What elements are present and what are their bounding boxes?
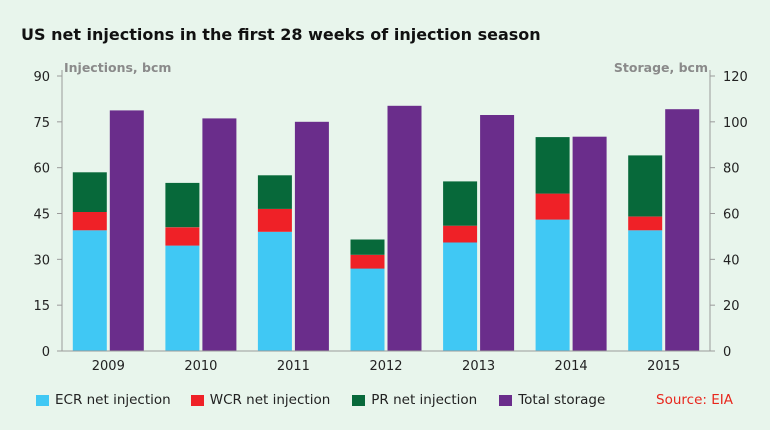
legend-label-ecr: ECR net injection	[55, 392, 171, 408]
bar-total-storage-2012	[387, 105, 422, 351]
bar-wcr-net-injection-2014	[535, 193, 570, 220]
bar-total-storage-2010	[202, 118, 237, 352]
left-tick-label-60: 60	[33, 162, 50, 177]
source-note: Source: EIA	[656, 392, 733, 408]
bar-total-storage-2013	[480, 115, 515, 351]
left-tick-label-75: 75	[33, 116, 50, 131]
bar-ecr-net-injection-2010	[165, 245, 200, 351]
right-tick-label-100: 100	[723, 116, 748, 131]
right-tick-label-20: 20	[723, 299, 740, 314]
right-tick-label-40: 40	[723, 253, 740, 268]
legend-item-pr: PR net injection	[352, 392, 477, 408]
right-tick-label-80: 80	[723, 162, 740, 177]
legend-label-pr: PR net injection	[371, 392, 478, 408]
legend-swatch-pr	[352, 394, 366, 406]
legend-label-total-storage: Total storage	[518, 392, 606, 408]
x-tick-label-2011: 2011	[277, 359, 310, 374]
legend-swatch-ecr	[36, 394, 49, 406]
bar-ecr-net-injection-2012	[350, 268, 385, 351]
legend-swatch-total-storage	[499, 394, 513, 406]
bar-total-storage-2014	[572, 136, 607, 351]
bar-pr-net-injection-2010	[165, 182, 200, 228]
bar-pr-net-injection-2009	[72, 172, 107, 212]
bar-wcr-net-injection-2015	[628, 216, 663, 231]
right-axis-label: Storage, bcm	[613, 60, 708, 75]
x-tick-label-2009: 2009	[92, 359, 125, 374]
legend-item-total-storage: Total storage	[499, 392, 605, 408]
bar-pr-net-injection-2015	[628, 155, 663, 217]
x-tick-label-2013: 2013	[462, 359, 495, 374]
legend-label-wcr: WCR net injection	[209, 392, 331, 408]
x-tick-label-2014: 2014	[555, 359, 588, 374]
bar-ecr-net-injection-2015	[628, 230, 663, 351]
right-tick-label-0: 0	[723, 345, 731, 360]
left-axis-label: Injections, bcm	[64, 60, 172, 75]
left-tick-label-45: 45	[33, 208, 50, 223]
bar-total-storage-2011	[294, 121, 329, 351]
bar-total-storage-2015	[665, 109, 700, 351]
left-tick-label-15: 15	[33, 299, 50, 314]
bar-ecr-net-injection-2011	[257, 231, 292, 351]
x-tick-label-2012: 2012	[369, 359, 402, 374]
chart-title: US net injections in the first 28 weeks …	[21, 25, 541, 44]
bar-pr-net-injection-2011	[257, 175, 292, 209]
bar-pr-net-injection-2012	[350, 239, 385, 255]
bar-wcr-net-injection-2011	[257, 208, 292, 232]
bar-wcr-net-injection-2010	[165, 227, 200, 246]
bar-ecr-net-injection-2014	[535, 219, 570, 351]
bar-pr-net-injection-2013	[443, 181, 478, 226]
right-tick-label-120: 120	[723, 70, 748, 85]
bar-wcr-net-injection-2009	[72, 212, 107, 231]
bar-ecr-net-injection-2009	[72, 230, 107, 351]
bar-wcr-net-injection-2013	[443, 225, 478, 243]
legend-swatch-wcr	[190, 394, 204, 406]
bar-pr-net-injection-2014	[535, 137, 570, 194]
left-tick-label-0: 0	[42, 345, 50, 360]
bar-total-storage-2009	[109, 110, 144, 352]
legend-item-ecr: ECR net injection	[36, 392, 171, 408]
legend-item-wcr: WCR net injection	[190, 392, 331, 408]
bar-wcr-net-injection-2012	[350, 254, 385, 269]
legend: ECR net injection WCR net injection PR n…	[36, 392, 627, 408]
left-tick-label-90: 90	[33, 70, 50, 85]
bar-ecr-net-injection-2013	[443, 242, 478, 351]
x-tick-label-2010: 2010	[184, 359, 217, 374]
right-tick-label-60: 60	[723, 208, 740, 223]
x-tick-label-2015: 2015	[647, 359, 680, 374]
left-tick-label-30: 30	[33, 253, 50, 268]
